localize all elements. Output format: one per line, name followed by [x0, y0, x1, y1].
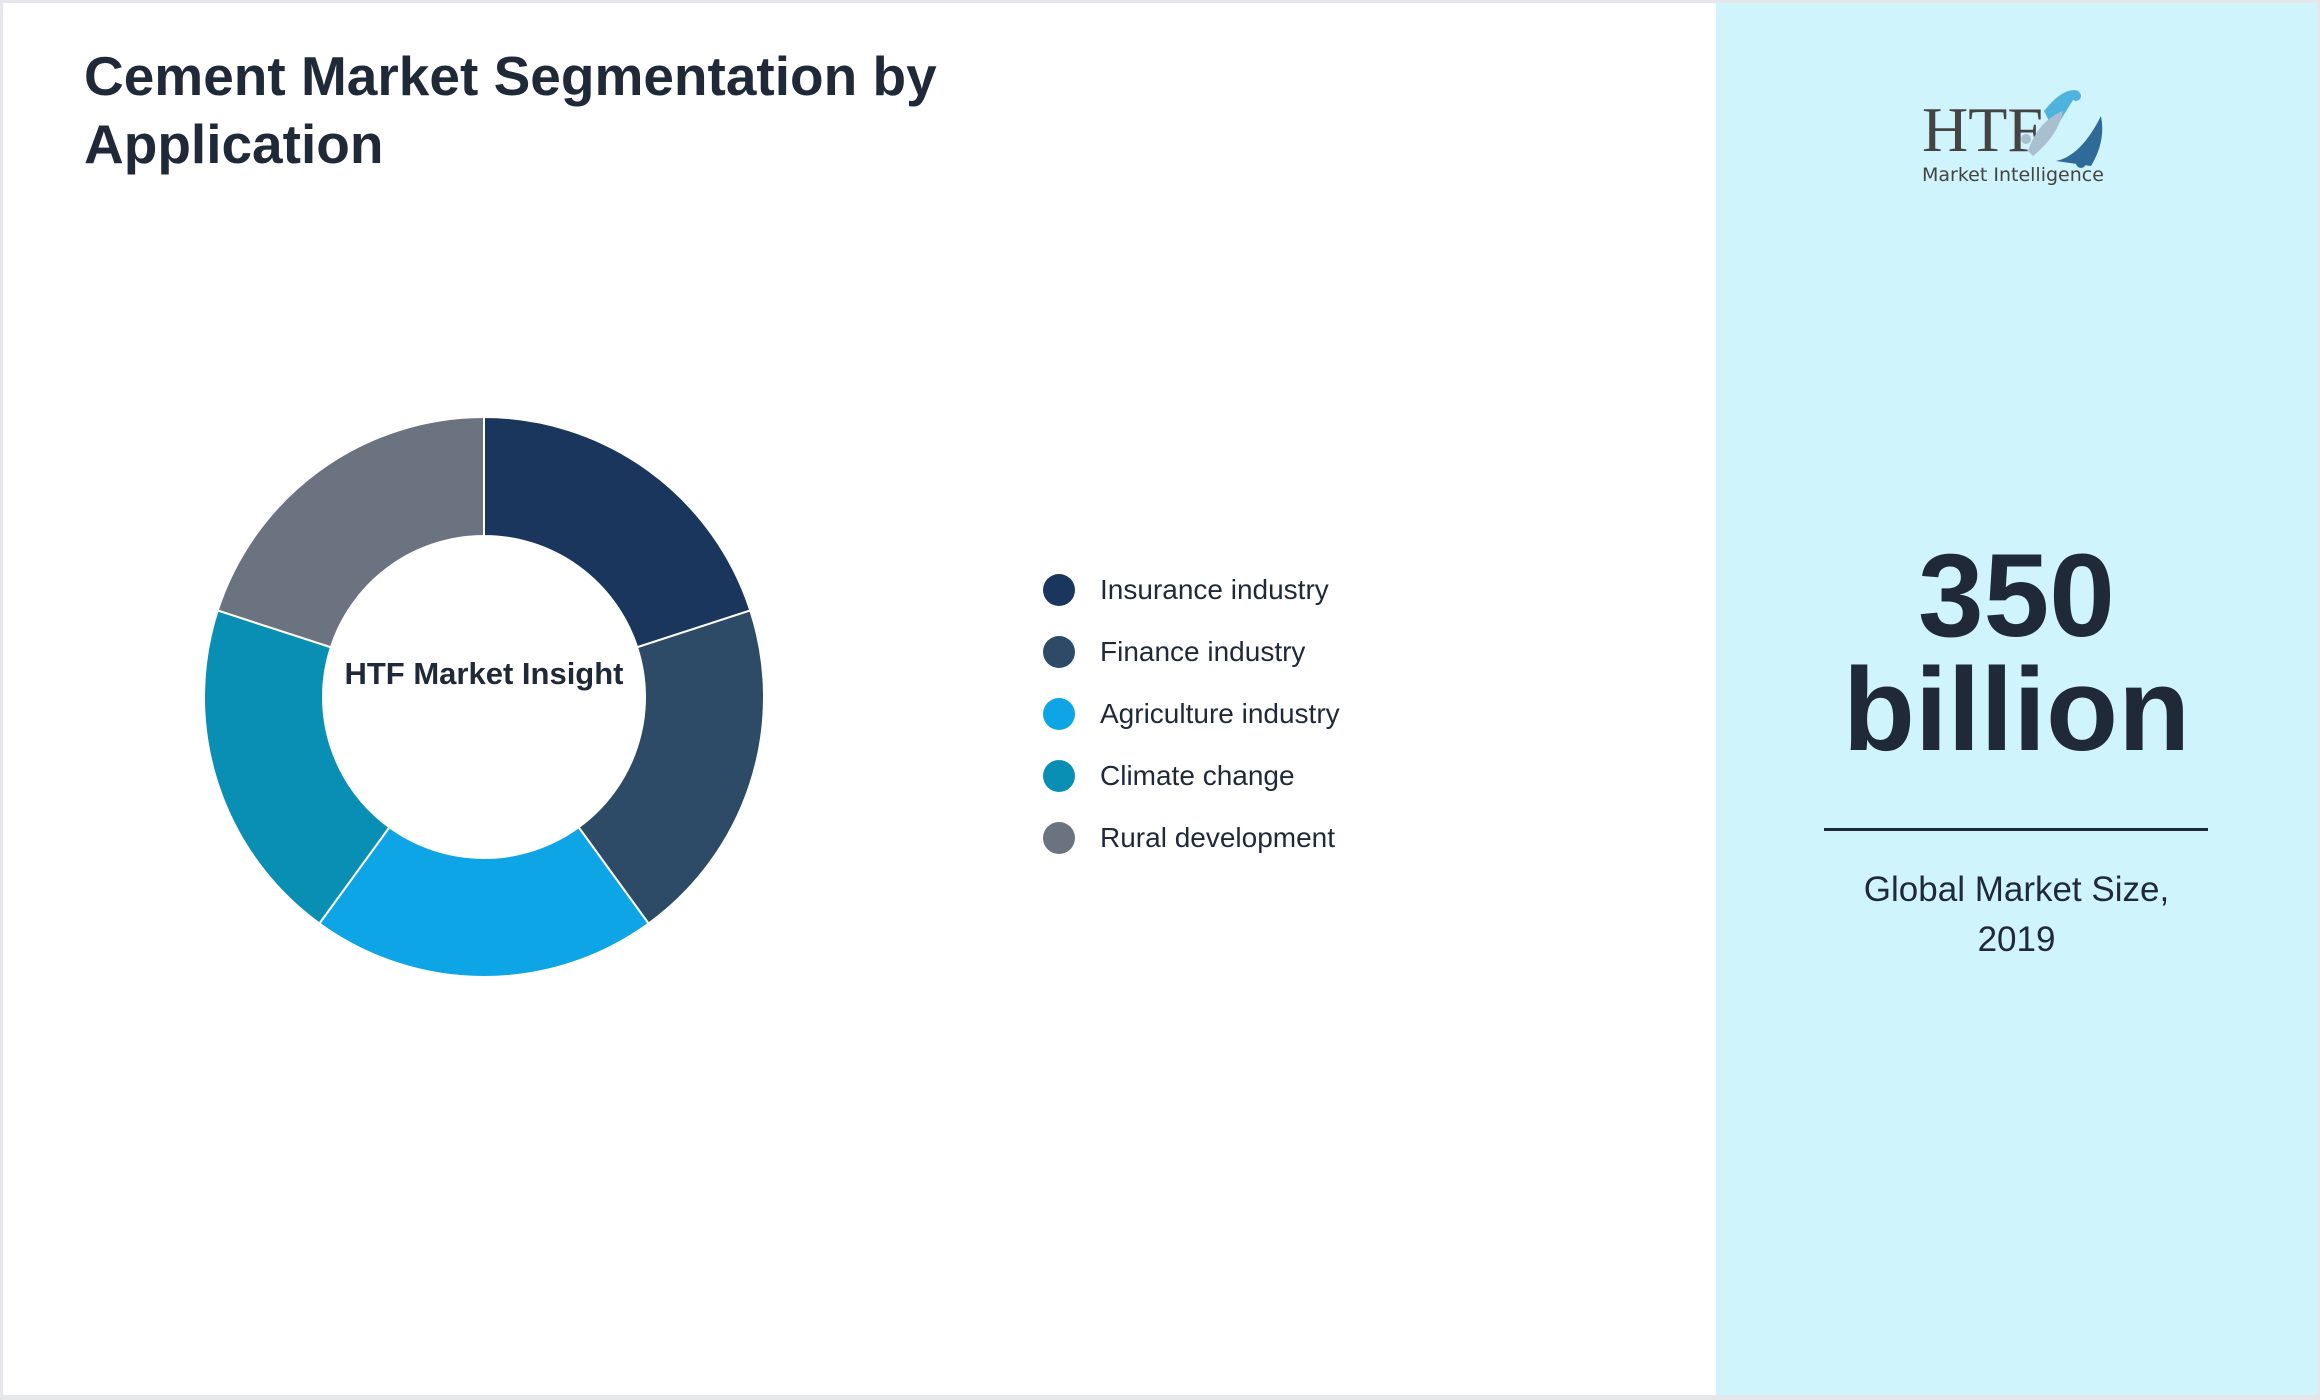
donut-center-label: HTF Market Insight: [344, 656, 624, 691]
donut-slice-insurance-industry: [483, 415, 752, 649]
chart-legend: Insurance industry Finance industry Agricu…: [1043, 559, 1340, 869]
legend-swatch: [1043, 822, 1075, 854]
legend-swatch: [1043, 760, 1075, 792]
page-title: Cement Market Segmentation by Applicatio…: [84, 45, 937, 175]
legend-swatch: [1043, 636, 1075, 668]
market-size-unit: billion: [1842, 644, 2191, 776]
donut-slice-finance-industry: [577, 609, 765, 925]
legend-swatch: [1043, 574, 1075, 606]
market-size-number: 350: [1918, 530, 2115, 662]
legend-item: Agriculture industry: [1043, 683, 1340, 745]
market-size-value: 350 billion: [1716, 530, 2317, 776]
caption-text: Global Market Size, 2019: [1863, 870, 2170, 959]
legend-label: Finance industry: [1100, 636, 1306, 667]
legend-item: Finance industry: [1043, 621, 1340, 683]
donut-slice-climate-change: [203, 609, 391, 925]
legend-item: Climate change: [1043, 745, 1340, 807]
svg-text:HTF: HTF: [1922, 94, 2043, 165]
donut-slice-rural-development: [216, 415, 485, 649]
legend-label: Agriculture industry: [1100, 698, 1340, 729]
divider: [1824, 828, 2208, 831]
svg-text:Market Intelligence: Market Intelligence: [1922, 164, 2104, 186]
legend-swatch: [1043, 698, 1075, 730]
market-size-panel: HTF Market Intelligence 350 billion Glob…: [1716, 3, 2317, 1395]
htf-logo: HTF Market Intelligence: [1922, 90, 2104, 186]
legend-label: Climate change: [1100, 760, 1295, 791]
legend-item: Insurance industry: [1043, 559, 1340, 621]
market-size-caption: Global Market Size, 2019: [1716, 865, 2317, 965]
donut-chart: [203, 415, 765, 979]
legend-label: Insurance industry: [1100, 574, 1329, 605]
donut-slice-agriculture-industry: [318, 825, 650, 979]
legend-label: Rural development: [1100, 822, 1336, 853]
legend-item: Rural development: [1043, 807, 1340, 869]
